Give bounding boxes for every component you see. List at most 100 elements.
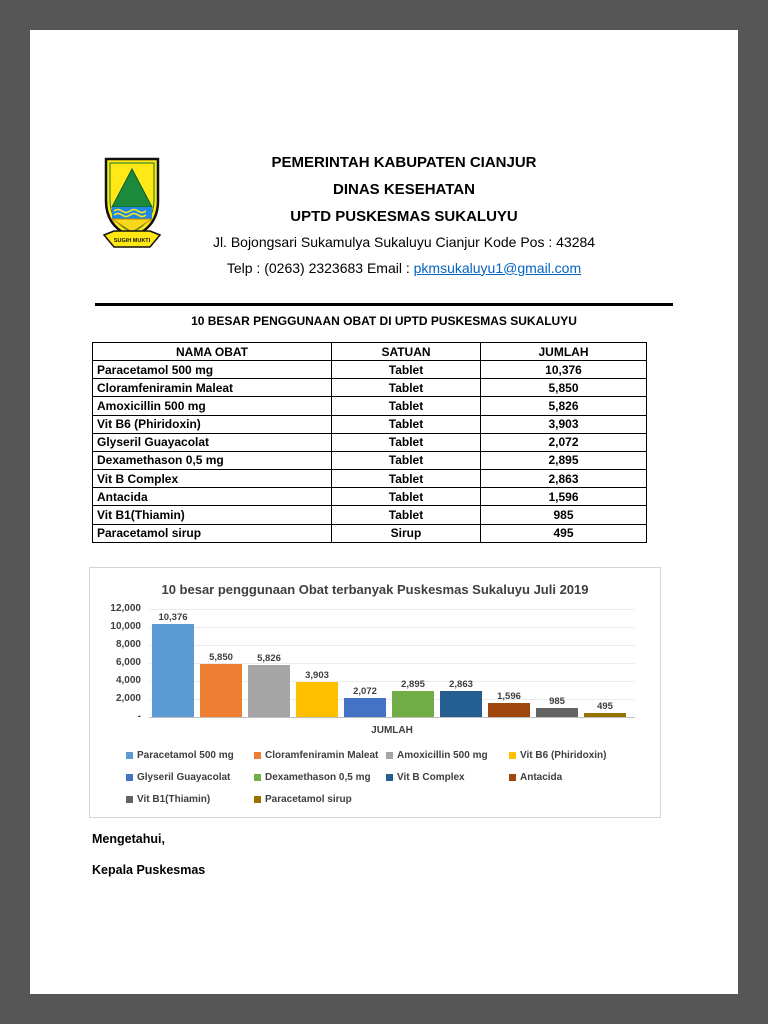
bar-group: 495 bbox=[584, 701, 626, 717]
legend-item: Paracetamol 500 mg bbox=[126, 750, 254, 761]
bar-group: 5,850 bbox=[200, 652, 242, 717]
legend-swatch-icon bbox=[254, 773, 261, 781]
table-cell: Vit B Complex bbox=[92, 469, 332, 489]
office-address: Jl. Bojongsari Sukamulya Sukaluyu Cianju… bbox=[212, 234, 596, 251]
bar bbox=[536, 707, 578, 717]
legend-swatch-icon bbox=[126, 795, 133, 803]
table-cell: Tablet bbox=[331, 450, 481, 471]
legend-label: Vit B6 (Phiridoxin) bbox=[520, 749, 607, 761]
table-cell: 2,895 bbox=[480, 450, 647, 471]
table-cell: 495 bbox=[480, 523, 647, 543]
bar bbox=[152, 623, 194, 717]
bar-value-label: 10,376 bbox=[158, 611, 188, 623]
table-cell: Sirup bbox=[331, 523, 481, 543]
y-axis-tick: 10,000 bbox=[110, 620, 141, 632]
legend-item: Vit B1(Thiamin) bbox=[126, 794, 254, 805]
y-axis-tick: 4,000 bbox=[115, 674, 141, 686]
table-row: Paracetamol sirup Sirup 495 bbox=[92, 523, 647, 543]
table-cell: Vit B6 (Phiridoxin) bbox=[92, 414, 332, 434]
table-row: Vit B1(Thiamin) Tablet 985 bbox=[92, 505, 647, 525]
table-row: Amoxicillin 500 mg Tablet 5,826 bbox=[92, 396, 647, 416]
legend-swatch-icon bbox=[126, 751, 133, 759]
table-cell: Tablet bbox=[331, 505, 481, 525]
table-cell: Glyseril Guayacolat bbox=[92, 432, 332, 452]
table-cell: Tablet bbox=[331, 432, 481, 452]
legend-item: Antacida bbox=[509, 772, 649, 783]
bar-value-label: 985 bbox=[549, 695, 565, 707]
table-cell: Cloramfeniramin Maleat bbox=[92, 378, 332, 398]
office-name: UPTD PUSKESMAS SUKALUYU bbox=[290, 207, 518, 225]
table-cell: Amoxicillin 500 mg bbox=[92, 396, 332, 416]
legend-label: Vit B1(Thiamin) bbox=[137, 793, 211, 805]
bar-chart: 10 besar penggunaan Obat terbanyak Puske… bbox=[89, 566, 661, 818]
bar-group: 1,596 bbox=[488, 691, 530, 717]
bar-group: 985 bbox=[536, 696, 578, 717]
y-axis-tick: 6,000 bbox=[115, 656, 141, 668]
chart-legend: Paracetamol 500 mg Cloramfeniramin Maleat… bbox=[90, 750, 660, 805]
table-cell: Tablet bbox=[331, 378, 481, 398]
table-row: Vit B Complex Tablet 2,863 bbox=[92, 469, 647, 489]
email-link[interactable]: pkmsukaluyu1@gmail.com bbox=[413, 259, 582, 276]
chart-title: 10 besar penggunaan Obat terbanyak Puske… bbox=[161, 581, 589, 597]
letterhead: SUGIH MUKTI PEMERINTAH KABUPATEN CIANJUR… bbox=[30, 155, 738, 293]
legend-swatch-icon bbox=[386, 751, 393, 759]
emblem-ribbon-text: SUGIH MUKTI bbox=[114, 238, 151, 244]
table-cell: 10,376 bbox=[480, 360, 647, 380]
section-title: 10 BESAR PENGGUNAAN OBAT DI UPTD PUSKESM… bbox=[191, 314, 577, 328]
table-row: Cloramfeniramin Maleat Tablet 5,850 bbox=[92, 378, 647, 398]
table-cell: 985 bbox=[480, 505, 647, 525]
bar-group: 10,376 bbox=[152, 612, 194, 717]
table-cell: Paracetamol sirup bbox=[92, 523, 332, 543]
gridline bbox=[149, 608, 635, 610]
bar bbox=[584, 712, 626, 717]
bar-group: 2,863 bbox=[440, 679, 482, 717]
bar-value-label: 495 bbox=[597, 700, 613, 712]
telp-label: Telp : (0263) 2323683 Email : bbox=[226, 259, 414, 276]
contact-line: Telp : (0263) 2323683 Email : pkmsukaluy… bbox=[140, 259, 668, 276]
bars: 10,376 5,850 5,826 3,903 2,072 2,895 2,863 1,59… bbox=[152, 609, 626, 717]
table-cell: Antacida bbox=[92, 487, 332, 507]
legend-label: Dexamethason 0,5 mg bbox=[265, 771, 371, 783]
legend-swatch-icon bbox=[386, 773, 393, 781]
table-cell: Tablet bbox=[331, 360, 481, 380]
legend-item: Vit B Complex bbox=[386, 772, 509, 783]
table-cell: Paracetamol 500 mg bbox=[92, 360, 332, 380]
bar-group: 5,826 bbox=[248, 653, 290, 717]
bar-value-label: 2,072 bbox=[353, 685, 377, 697]
column-header-satuan: SATUAN bbox=[331, 341, 481, 362]
bar bbox=[200, 663, 242, 717]
legend-label: Antacida bbox=[520, 771, 563, 783]
legend-swatch-icon bbox=[126, 773, 133, 781]
legend-item: Dexamethason 0,5 mg bbox=[254, 772, 386, 783]
legend-label: Cloramfeniramin Maleat bbox=[265, 749, 379, 761]
signature-block: Mengetahui, Kepala Puskesmas bbox=[92, 832, 738, 877]
table-row: Paracetamol 500 mg Tablet 10,376 bbox=[92, 360, 647, 380]
legend-label: Amoxicillin 500 mg bbox=[397, 749, 488, 761]
table-cell: 1,596 bbox=[480, 487, 647, 507]
bar bbox=[488, 702, 530, 717]
bar bbox=[440, 690, 482, 717]
letterhead-divider bbox=[95, 303, 673, 306]
table-cell: Tablet bbox=[331, 469, 481, 489]
x-axis-label: JUMLAH bbox=[371, 724, 413, 736]
bar-group: 3,903 bbox=[296, 670, 338, 717]
column-header-nama-obat: NAMA OBAT bbox=[92, 341, 332, 362]
bar bbox=[392, 690, 434, 717]
table-cell: Tablet bbox=[331, 414, 481, 434]
legend-item: Glyseril Guayacolat bbox=[126, 772, 254, 783]
bar-group: 2,895 bbox=[392, 679, 434, 717]
table-cell: 5,826 bbox=[480, 396, 647, 416]
table-row: Vit B6 (Phiridoxin) Tablet 3,903 bbox=[92, 414, 647, 434]
table-cell: Tablet bbox=[331, 487, 481, 507]
table-cell: 2,072 bbox=[480, 432, 647, 452]
legend-swatch-icon bbox=[509, 751, 516, 759]
legend-label: Paracetamol sirup bbox=[265, 793, 352, 805]
legend-swatch-icon bbox=[254, 751, 261, 759]
legend-item: Amoxicillin 500 mg bbox=[386, 750, 509, 761]
bar-value-label: 5,850 bbox=[209, 651, 233, 663]
legend-swatch-icon bbox=[254, 795, 261, 803]
y-axis-tick: - bbox=[137, 710, 141, 722]
table-row: Glyseril Guayacolat Tablet 2,072 bbox=[92, 432, 647, 452]
table-cell: 3,903 bbox=[480, 414, 647, 434]
legend-swatch-icon bbox=[509, 773, 516, 781]
